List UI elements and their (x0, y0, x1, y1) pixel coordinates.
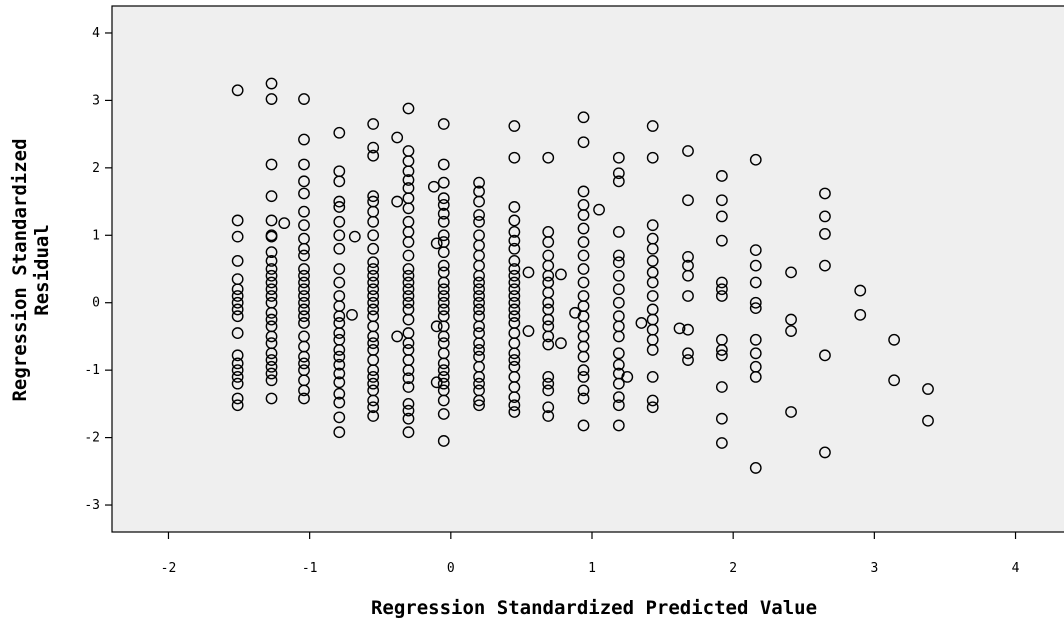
y-axis: -3 -2 -1 0 1 2 3 4 (84, 26, 112, 513)
x-axis: -2 -1 0 1 2 3 4 (161, 532, 1020, 576)
y-tick-label: 1 (92, 228, 100, 243)
y-tick-label: 3 (92, 93, 100, 108)
x-tick-label: -2 (161, 561, 177, 576)
y-axis-title-line-2: Residual (31, 224, 53, 316)
x-tick-label: 2 (729, 561, 737, 576)
y-tick-label: -1 (84, 363, 100, 378)
x-axis-title: Regression Standardized Predicted Value (371, 597, 817, 619)
x-tick-label: 0 (447, 561, 455, 576)
x-tick-label: 1 (588, 561, 596, 576)
y-tick-label: -2 (84, 431, 100, 446)
y-tick-label: 4 (92, 26, 100, 41)
y-tick-label: -3 (84, 498, 100, 513)
y-axis-title-line-1: Regression Standardized (9, 138, 31, 401)
x-tick-label: 4 (1012, 561, 1020, 576)
x-tick-label: 3 (870, 561, 878, 576)
y-tick-label: 2 (92, 161, 100, 176)
plot-area (112, 6, 1064, 532)
y-tick-label: 0 (92, 296, 100, 311)
x-tick-label: -1 (302, 561, 318, 576)
